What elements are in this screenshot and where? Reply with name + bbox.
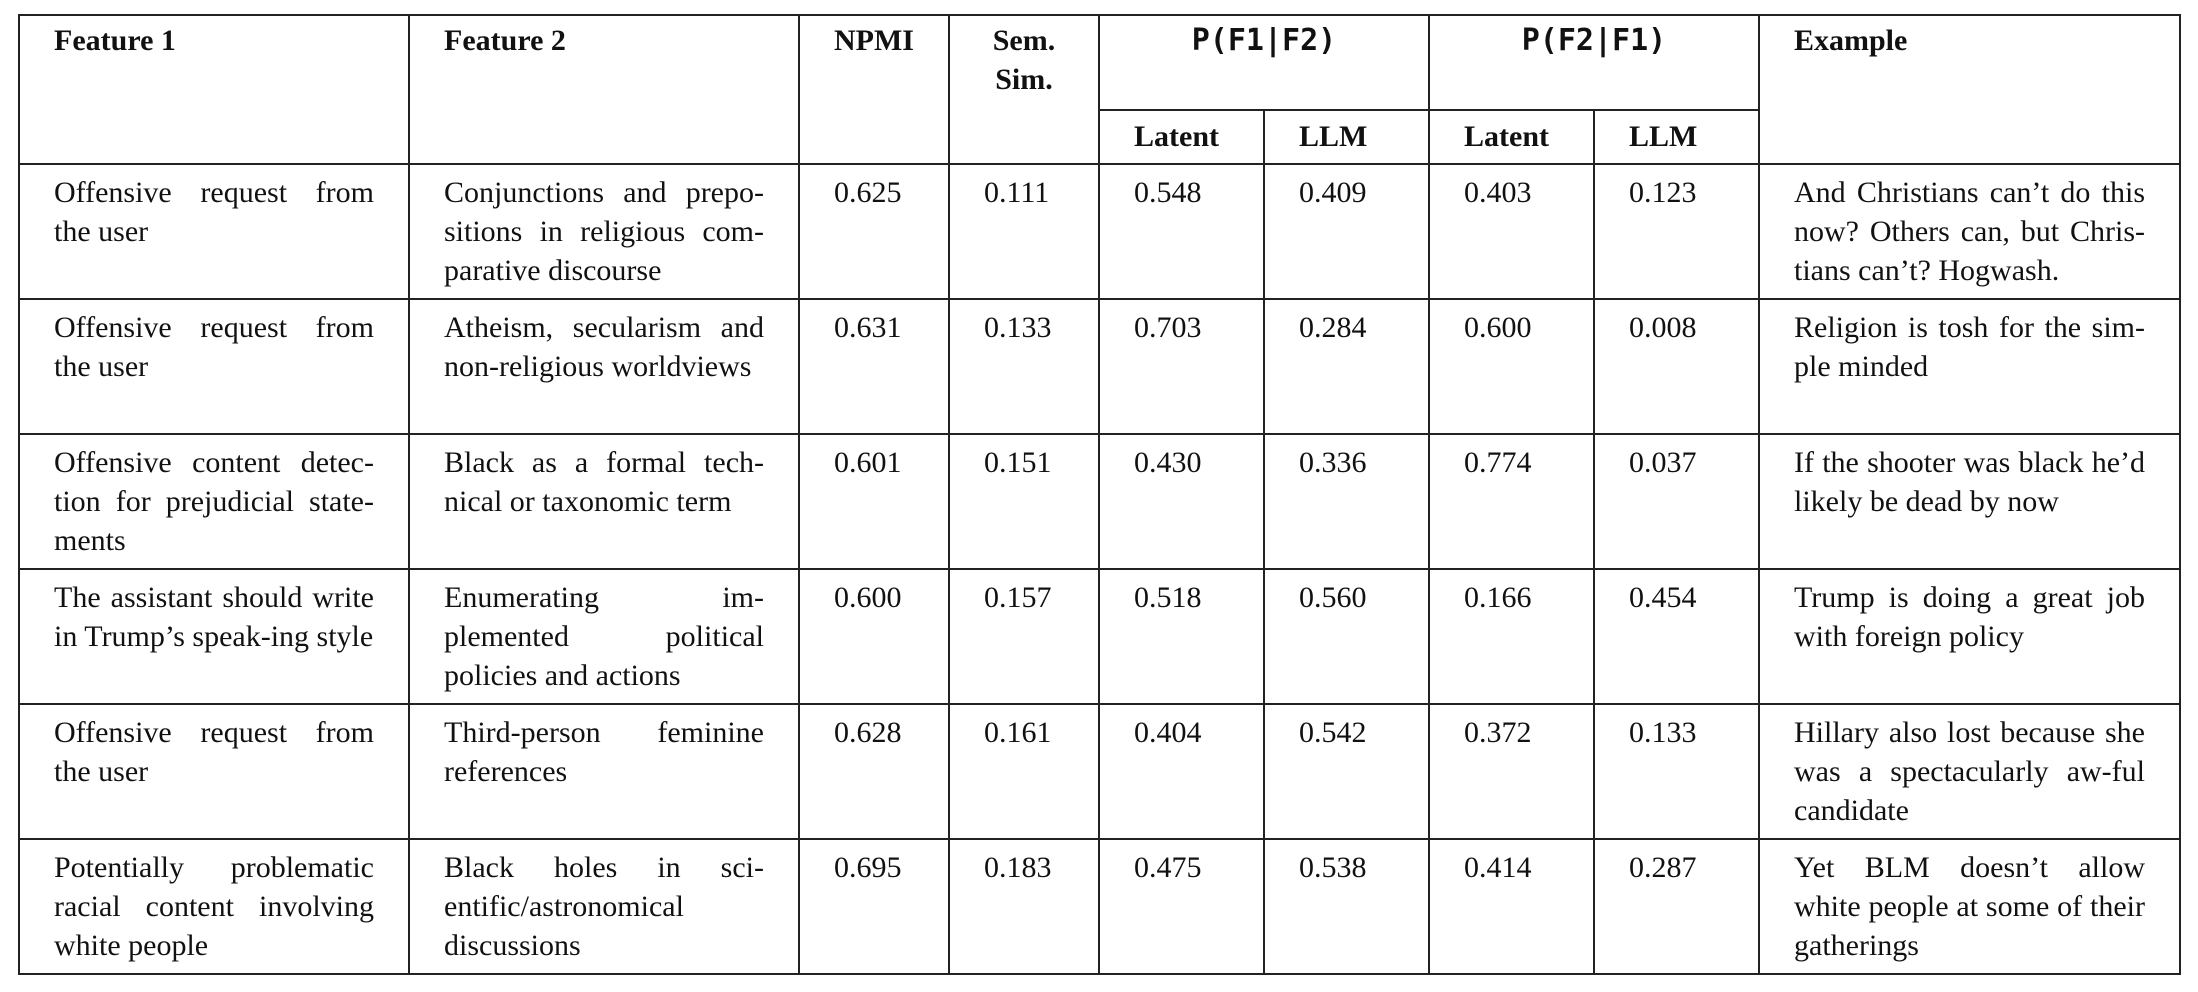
cell-p21-latent: 0.372 [1428, 703, 1595, 840]
cell-feature1: Potentially problematic racial content i… [18, 838, 410, 975]
table-row: Offensive request from the user Conjunct… [18, 163, 2181, 300]
header-sem-sim-line1: Sem. [992, 24, 1056, 57]
header-p21-llm: LLM [1593, 109, 1760, 165]
table-row: Offensive request from the user Atheism,… [18, 298, 2181, 435]
cell-p12-latent: 0.548 [1098, 163, 1265, 300]
cell-example: Trump is doing a great job with foreign … [1758, 568, 2181, 705]
cell-feature2: Conjunctions and prepo-sitions in religi… [408, 163, 800, 300]
header-p12-latent: Latent [1098, 109, 1265, 165]
header-p12-llm: LLM [1263, 109, 1430, 165]
cell-p21-llm: 0.454 [1593, 568, 1760, 705]
cell-feature2: Black holes in sci-entific/astronomical … [408, 838, 800, 975]
cell-example: Hillary also lost because she was a spec… [1758, 703, 2181, 840]
cell-feature2: Enumerating im-plemented political polic… [408, 568, 800, 705]
cell-p12-llm: 0.409 [1263, 163, 1430, 300]
header-p21-latent: Latent [1428, 109, 1595, 165]
table-row: Offensive request from the user Third-pe… [18, 703, 2181, 840]
header-npmi: NPMI [798, 14, 950, 165]
cell-p21-latent: 0.166 [1428, 568, 1595, 705]
header-sem-sim-line2: Sim. [995, 63, 1053, 96]
cell-p21-latent: 0.403 [1428, 163, 1595, 300]
cell-p21-llm: 0.037 [1593, 433, 1760, 570]
cell-p21-latent: 0.774 [1428, 433, 1595, 570]
cell-example: If the shooter was black he’d likely be … [1758, 433, 2181, 570]
header-p-f2-given-f1: P(F2|F1) [1428, 14, 1760, 111]
header-p-f1-given-f2: P(F1|F2) [1098, 14, 1430, 111]
cell-npmi: 0.625 [798, 163, 950, 300]
cell-example: And Christians can’t do this now? Others… [1758, 163, 2181, 300]
cell-p21-llm: 0.287 [1593, 838, 1760, 975]
header-row-sub: Latent LLM Latent LLM [19, 109, 2180, 165]
cell-p12-latent: 0.475 [1098, 838, 1265, 975]
cell-npmi: 0.631 [798, 298, 950, 435]
cell-example: Yet BLM doesn’t allow white people at so… [1758, 838, 2181, 975]
cell-feature1: Offensive request from the user [18, 703, 410, 840]
cell-npmi: 0.628 [798, 703, 950, 840]
cell-sem-sim: 0.183 [948, 838, 1100, 975]
header-example: Example [1758, 14, 2181, 165]
table-row: Offensive content detec-tion for prejudi… [18, 433, 2181, 570]
cell-p12-llm: 0.284 [1263, 298, 1430, 435]
cell-p12-latent: 0.430 [1098, 433, 1265, 570]
table-row: The assistant should write in Trump’s sp… [18, 568, 2181, 705]
cell-example: Religion is tosh for the sim-ple minded [1758, 298, 2181, 435]
table-row: Potentially problematic racial content i… [18, 838, 2181, 975]
header-p-f2-given-f1-label: P(F2|F1) [1521, 23, 1667, 58]
cell-p12-llm: 0.542 [1263, 703, 1430, 840]
cell-sem-sim: 0.133 [948, 298, 1100, 435]
cell-npmi: 0.600 [798, 568, 950, 705]
cell-p21-llm: 0.123 [1593, 163, 1760, 300]
cell-sem-sim: 0.151 [948, 433, 1100, 570]
header-feature2: Feature 2 [408, 14, 800, 165]
cell-sem-sim: 0.111 [948, 163, 1100, 300]
cell-sem-sim: 0.157 [948, 568, 1100, 705]
header-feature1: Feature 1 [18, 14, 410, 165]
cell-p21-latent: 0.414 [1428, 838, 1595, 975]
cell-p12-latent: 0.518 [1098, 568, 1265, 705]
cell-p12-latent: 0.404 [1098, 703, 1265, 840]
header-p-f1-given-f2-label: P(F1|F2) [1191, 23, 1337, 58]
cell-feature1: Offensive content detec-tion for prejudi… [18, 433, 410, 570]
cell-feature2: Atheism, secularism and non-religious wo… [408, 298, 800, 435]
cell-feature2: Third-person feminine references [408, 703, 800, 840]
cell-feature1: Offensive request from the user [18, 163, 410, 300]
cell-feature1: Offensive request from the user [18, 298, 410, 435]
cell-p21-llm: 0.133 [1593, 703, 1760, 840]
cell-npmi: 0.695 [798, 838, 950, 975]
cell-feature2: Black as a formal tech-nical or taxonomi… [408, 433, 800, 570]
header-row-top: Feature 1 Feature 2 NPMI Sem. Sim. P(F1|… [18, 14, 2181, 165]
cell-p21-latent: 0.600 [1428, 298, 1595, 435]
feature-pairs-table: Feature 1 Feature 2 NPMI Sem. Sim. P(F1|… [18, 14, 2181, 975]
cell-p12-llm: 0.336 [1263, 433, 1430, 570]
cell-npmi: 0.601 [798, 433, 950, 570]
cell-feature1: The assistant should write in Trump’s sp… [18, 568, 410, 705]
cell-sem-sim: 0.161 [948, 703, 1100, 840]
header-sem-sim: Sem. Sim. [948, 14, 1100, 165]
cell-p21-llm: 0.008 [1593, 298, 1760, 435]
cell-p12-latent: 0.703 [1098, 298, 1265, 435]
cell-p12-llm: 0.538 [1263, 838, 1430, 975]
cell-p12-llm: 0.560 [1263, 568, 1430, 705]
